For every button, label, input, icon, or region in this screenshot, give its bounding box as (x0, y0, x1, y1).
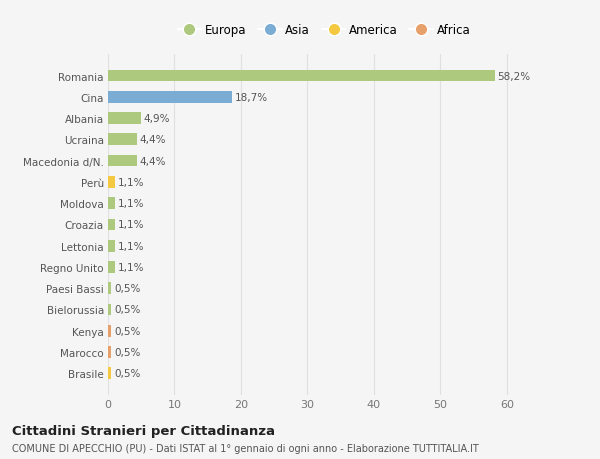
Bar (108, 304, 112, 316)
Text: 1,1%: 1,1% (118, 241, 145, 251)
Text: 0,5%: 0,5% (114, 305, 140, 315)
Bar (108, 283, 112, 294)
Text: 0,5%: 0,5% (114, 284, 140, 294)
Bar (108, 134, 137, 146)
Text: 0,5%: 0,5% (114, 347, 140, 357)
Text: 1,1%: 1,1% (118, 263, 145, 272)
Text: 1,1%: 1,1% (118, 220, 145, 230)
Text: 1,1%: 1,1% (118, 199, 145, 209)
Text: 18,7%: 18,7% (235, 93, 268, 102)
Bar (108, 325, 112, 337)
Bar (108, 347, 112, 358)
Bar (108, 198, 115, 209)
Bar (108, 113, 140, 125)
Bar (108, 71, 495, 82)
Text: Cittadini Stranieri per Cittadinanza: Cittadini Stranieri per Cittadinanza (12, 424, 275, 437)
Text: 4,9%: 4,9% (143, 114, 170, 124)
Text: 1,1%: 1,1% (118, 178, 145, 187)
Text: COMUNE DI APECCHIO (PU) - Dati ISTAT al 1° gennaio di ogni anno - Elaborazione T: COMUNE DI APECCHIO (PU) - Dati ISTAT al … (12, 443, 479, 453)
Bar (108, 156, 137, 167)
Bar (108, 241, 115, 252)
Bar (108, 92, 232, 103)
Bar (108, 177, 115, 188)
Text: 0,5%: 0,5% (114, 369, 140, 379)
Bar (108, 368, 112, 379)
Bar (108, 219, 115, 231)
Text: 4,4%: 4,4% (140, 135, 166, 145)
Legend: Europa, Asia, America, Africa: Europa, Asia, America, Africa (174, 20, 474, 40)
Text: 58,2%: 58,2% (497, 71, 530, 81)
Text: 4,4%: 4,4% (140, 156, 166, 166)
Text: 0,5%: 0,5% (114, 326, 140, 336)
Bar (108, 262, 115, 273)
